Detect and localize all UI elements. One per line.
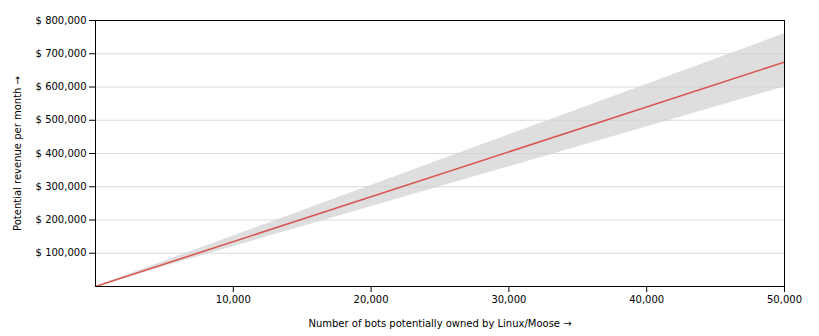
svg-text:50,000: 50,000 xyxy=(767,294,802,305)
svg-text:$ 400,000: $ 400,000 xyxy=(36,148,87,159)
svg-text:$ 300,000: $ 300,000 xyxy=(36,181,87,192)
svg-text:40,000: 40,000 xyxy=(629,294,664,305)
svg-text:$ 800,000: $ 800,000 xyxy=(36,15,87,26)
svg-text:10,000: 10,000 xyxy=(216,294,251,305)
svg-text:$ 600,000: $ 600,000 xyxy=(36,81,87,92)
svg-text:Potential revenue per month →: Potential revenue per month → xyxy=(12,76,23,231)
svg-text:$ 100,000: $ 100,000 xyxy=(36,247,87,258)
svg-text:Number of bots potentially own: Number of bots potentially owned by Linu… xyxy=(308,318,571,329)
svg-text:$ 200,000: $ 200,000 xyxy=(36,214,87,225)
svg-text:20,000: 20,000 xyxy=(354,294,389,305)
svg-text:30,000: 30,000 xyxy=(491,294,526,305)
svg-text:$ 700,000: $ 700,000 xyxy=(36,48,87,59)
svg-text:$ 500,000: $ 500,000 xyxy=(36,114,87,125)
